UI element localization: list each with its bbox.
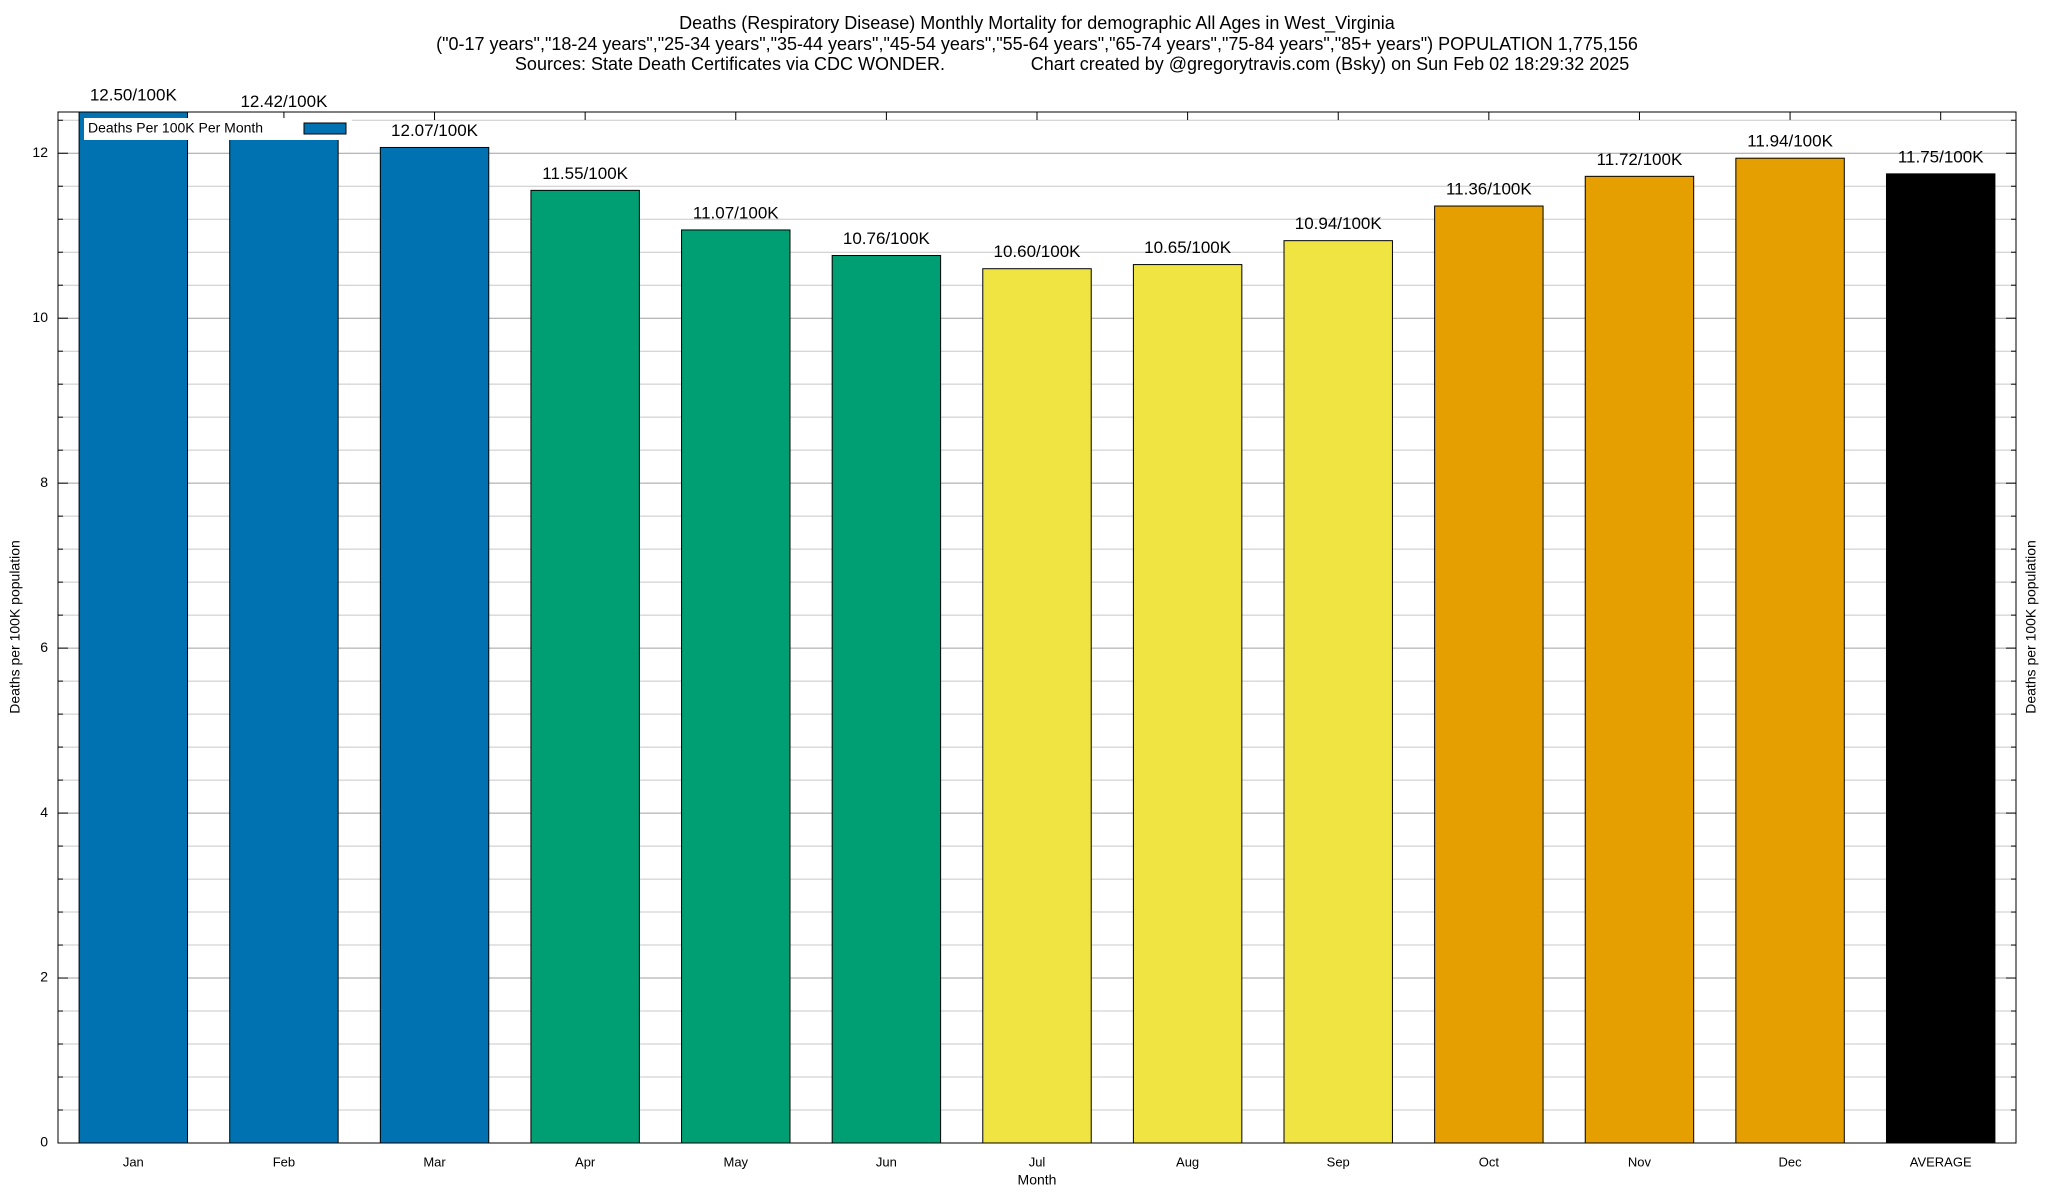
x-tick-label: Oct: [1479, 1154, 1500, 1169]
credit-note: Chart created by @gregorytravis.com (Bsk…: [1031, 54, 1630, 74]
x-tick-label: May: [723, 1154, 748, 1169]
value-label: 10.94/100K: [1295, 214, 1383, 233]
chart-subtitle: ("0-17 years","18-24 years","25-34 years…: [436, 34, 1638, 54]
bar: [1885, 173, 1996, 1144]
value-label: 11.07/100K: [693, 203, 779, 222]
value-label: 11.75/100K: [1898, 147, 1984, 166]
value-label: 11.72/100K: [1597, 150, 1683, 169]
bar: [1434, 205, 1544, 1144]
x-axis-label: Month: [1018, 1172, 1057, 1188]
chart-title: Deaths (Respiratory Disease) Monthly Mor…: [679, 13, 1396, 34]
x-tick-label: Jan: [123, 1154, 144, 1169]
x-tick-label: Mar: [423, 1154, 446, 1169]
bar: [982, 268, 1092, 1144]
legend-swatch: [303, 122, 347, 135]
x-tick-label: Sep: [1327, 1154, 1350, 1169]
x-tick-label: AVERAGE: [1910, 1154, 1972, 1169]
bar: [831, 255, 942, 1144]
bars: 12.50/100K 12.42/100K 12.07/100K 11.55/100K…: [78, 85, 1996, 1144]
y-axis-label: Deaths per 100K population: [7, 540, 23, 714]
y-tick-label: 2: [40, 969, 48, 985]
y-tick-label: 4: [40, 804, 48, 820]
value-label: 11.94/100K: [1747, 132, 1833, 151]
bar: [1132, 264, 1243, 1144]
legend-background: [84, 118, 352, 140]
bar: [530, 189, 640, 1144]
value-label: 12.42/100K: [240, 92, 328, 111]
source-note: Sources: State Death Certificates via CD…: [515, 54, 945, 74]
x-tick-label: Jul: [1029, 1154, 1046, 1169]
value-label: 12.50/100K: [90, 85, 178, 104]
legend-label: Deaths Per 100K Per Month: [88, 120, 263, 136]
value-label: 10.60/100K: [994, 242, 1082, 261]
value-label: 10.65/100K: [1144, 238, 1232, 257]
y-tick-label: 10: [32, 309, 48, 325]
value-label: 10.76/100K: [843, 229, 931, 248]
legend: Deaths Per 100K Per Month: [84, 118, 352, 140]
bar: [1735, 157, 1845, 1144]
x-tick-label: Nov: [1628, 1154, 1652, 1169]
bar: [1283, 240, 1393, 1144]
plot-frame: [57, 111, 2017, 1144]
bar: [78, 111, 189, 1144]
value-label: 12.07/100K: [391, 121, 479, 140]
bar: [379, 146, 490, 1144]
x-tick-label: Jun: [876, 1154, 897, 1169]
y2-axis-label: Deaths per 100K population: [2023, 540, 2039, 714]
x-tick-label: Apr: [575, 1154, 596, 1169]
y-tick-label: 8: [40, 474, 48, 490]
bar: [229, 118, 339, 1144]
bar: [1584, 175, 1695, 1144]
y-tick-label: 0: [40, 1134, 48, 1150]
value-label: 11.36/100K: [1446, 180, 1532, 199]
value-label: 11.55/100K: [542, 164, 628, 183]
x-tick-label: Feb: [273, 1154, 295, 1169]
x-tick-label: Dec: [1779, 1154, 1803, 1169]
y-tick-label: 12: [32, 144, 48, 160]
bar: [681, 229, 791, 1144]
y-tick-label: 6: [40, 639, 48, 655]
x-tick-label: Aug: [1176, 1154, 1199, 1169]
